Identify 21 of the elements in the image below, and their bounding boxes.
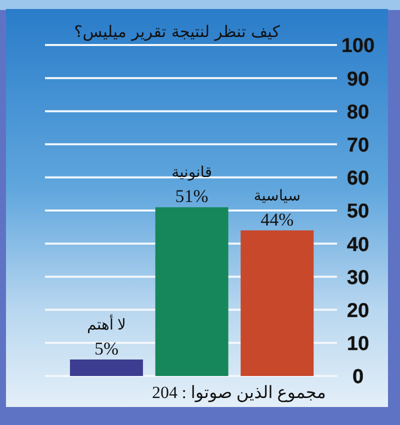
data-label: 44% bbox=[260, 209, 294, 230]
bar bbox=[240, 230, 314, 376]
y-tick-label: 30 bbox=[346, 266, 370, 289]
y-tick-label: 50 bbox=[346, 200, 370, 223]
y-tick-label: 60 bbox=[346, 168, 370, 190]
chart-title: كيف تنظر لنتيجة تقرير ميليس؟ bbox=[74, 22, 280, 41]
x-tick-label: سياسية bbox=[254, 188, 301, 204]
y-tick-label: 40 bbox=[346, 234, 370, 256]
data-label: 51% bbox=[175, 186, 208, 206]
data-label: 5% bbox=[94, 338, 118, 358]
y-tick-label: 90 bbox=[346, 68, 370, 90]
y-tick-label: 20 bbox=[346, 300, 370, 322]
x-tick-label: لا أهتم bbox=[87, 314, 126, 334]
y-tick-label: 70 bbox=[346, 134, 370, 156]
y-tick-label: 80 bbox=[346, 101, 370, 124]
y-tick-label: 10 bbox=[346, 333, 370, 356]
y-tick-label: 100 bbox=[341, 35, 375, 58]
y-tick-label: 0 bbox=[352, 366, 364, 388]
text: مجموع الذين صوتوا : 204 bbox=[152, 383, 326, 403]
bar bbox=[155, 207, 228, 376]
bar bbox=[70, 359, 143, 376]
